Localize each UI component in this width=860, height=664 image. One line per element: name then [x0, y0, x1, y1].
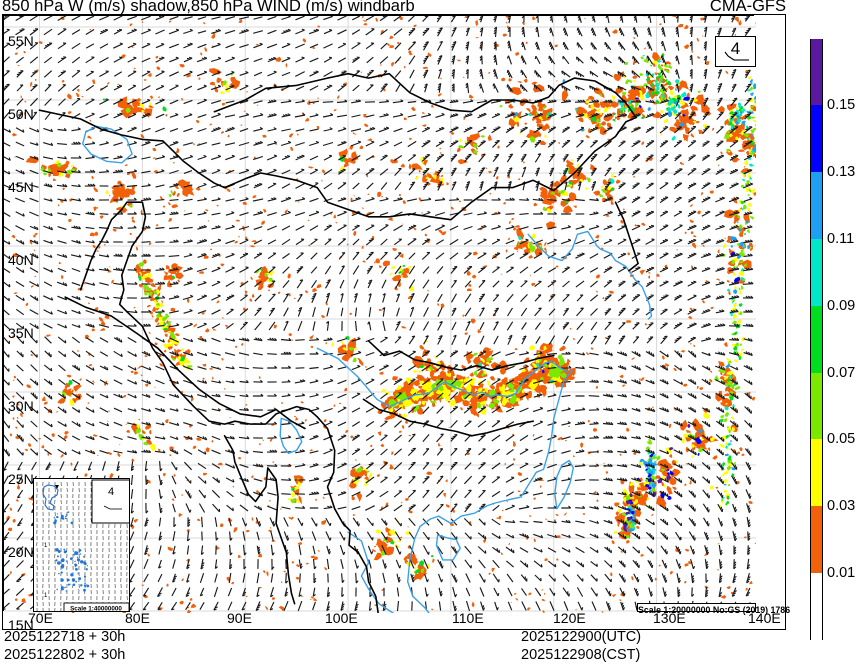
svg-text:4: 4: [108, 486, 114, 498]
svg-text:Scale 1:40000000: Scale 1:40000000: [70, 606, 122, 612]
